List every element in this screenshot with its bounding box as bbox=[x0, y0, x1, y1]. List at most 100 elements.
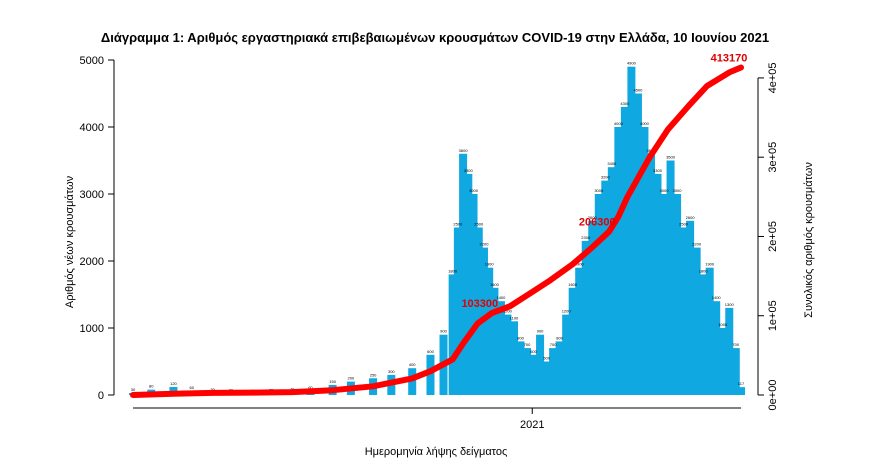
left-tick-label: 5000 bbox=[80, 55, 104, 67]
left-y-axis: 0 1000 2000 3000 4000 5000 bbox=[80, 55, 115, 402]
bar-value-label: 40 bbox=[290, 386, 295, 391]
bar bbox=[705, 267, 714, 395]
bar bbox=[485, 267, 494, 395]
bar-value-label: 800 bbox=[517, 335, 524, 340]
bar-value-label: 1600 bbox=[568, 282, 578, 287]
bar-value-label: 1200 bbox=[503, 309, 513, 314]
right-y-axis: 0e+00 1e+05 2e+05 3e+05 4e+05 bbox=[757, 62, 779, 411]
bar bbox=[620, 106, 629, 396]
cumulative-annotations: 103300 206300 413170 bbox=[461, 52, 747, 310]
bar bbox=[459, 153, 468, 395]
bar bbox=[640, 127, 649, 395]
bar bbox=[555, 341, 564, 395]
bar-value-label: 700 bbox=[524, 342, 531, 347]
cumulative-value-label: 206300 bbox=[579, 216, 616, 228]
bar bbox=[562, 314, 571, 395]
bar bbox=[469, 194, 478, 395]
bar bbox=[453, 227, 462, 395]
bar-value-label: 600 bbox=[530, 349, 537, 354]
bar-value-label: 200 bbox=[348, 376, 355, 381]
bar bbox=[666, 160, 675, 395]
bar-value-label: 500 bbox=[543, 356, 550, 361]
bar-value-label: 2500 bbox=[474, 222, 484, 227]
x-tick-label: 2021 bbox=[520, 419, 544, 431]
bar-value-label: 3500 bbox=[666, 155, 676, 160]
bar-value-label: 2200 bbox=[692, 242, 702, 247]
bar-value-label: 4900 bbox=[627, 61, 637, 66]
bar bbox=[646, 153, 655, 395]
bar-value-label: 2500 bbox=[679, 222, 689, 227]
bar-value-label: 1800 bbox=[448, 268, 458, 273]
bar-value-label: 60 bbox=[308, 385, 313, 390]
bar bbox=[464, 173, 473, 395]
bar-value-label: 2600 bbox=[686, 215, 696, 220]
bar-value-label: 600 bbox=[427, 349, 434, 354]
bar bbox=[536, 334, 545, 395]
bar-value-label: 3400 bbox=[607, 161, 617, 166]
bar bbox=[426, 354, 435, 395]
bar bbox=[509, 321, 518, 395]
bar-value-label: 1900 bbox=[575, 262, 585, 267]
bar bbox=[594, 194, 603, 395]
bar bbox=[568, 287, 577, 395]
x-axis: 2021 bbox=[133, 407, 741, 431]
y-axis-label-left: Αριθμός νέων κρουσμάτων bbox=[64, 175, 76, 308]
bar-value-label: 900 bbox=[537, 329, 544, 334]
bar-value-label: 3300 bbox=[464, 168, 474, 173]
bar-value-label: 120 bbox=[170, 381, 177, 386]
bar bbox=[673, 194, 682, 395]
bar-value-label: 1000 bbox=[718, 322, 728, 327]
bar bbox=[523, 348, 532, 395]
cumulative-line bbox=[130, 64, 744, 398]
bar-value-label: 3200 bbox=[601, 175, 611, 180]
bar-value-label: 1100 bbox=[510, 315, 519, 320]
bar bbox=[542, 361, 551, 395]
bar bbox=[529, 354, 538, 395]
bar bbox=[737, 387, 745, 395]
bar-value-label: 30 bbox=[210, 387, 215, 392]
bar-value-label: 3300 bbox=[653, 168, 663, 173]
x-axis-label: Ημερομηνία λήψης δείγματος bbox=[365, 446, 508, 458]
bar bbox=[549, 348, 558, 395]
bar-value-label: 250 bbox=[370, 372, 377, 377]
bar-value-label: 3000 bbox=[660, 188, 670, 193]
left-tick-label: 1000 bbox=[80, 323, 104, 335]
bar-value-label: 4300 bbox=[620, 101, 630, 106]
right-tick-label: 1e+05 bbox=[767, 300, 779, 331]
bar-value-label: 800 bbox=[556, 335, 563, 340]
left-tick-label: 2000 bbox=[80, 256, 104, 268]
bar bbox=[653, 173, 662, 395]
right-tick-label: 0e+00 bbox=[767, 380, 779, 411]
bar bbox=[490, 287, 499, 395]
bar bbox=[408, 368, 417, 395]
bar bbox=[712, 301, 721, 395]
bar-value-label: 400 bbox=[409, 362, 416, 367]
bar bbox=[699, 274, 708, 395]
bar bbox=[725, 307, 734, 395]
bar-value-label: 30 bbox=[131, 387, 136, 392]
bar-value-label: 1800 bbox=[699, 268, 709, 273]
bar bbox=[692, 247, 701, 395]
cumulative-value-label: 103300 bbox=[461, 298, 498, 310]
bar bbox=[588, 220, 597, 395]
right-tick-label: 3e+05 bbox=[767, 142, 779, 173]
bar bbox=[633, 93, 642, 395]
bar-value-label: 2500 bbox=[453, 222, 463, 227]
bar bbox=[575, 267, 584, 395]
bar-value-label: 2600 bbox=[588, 215, 598, 220]
bar-value-label: 1300 bbox=[725, 302, 735, 307]
cumulative-value-label: 413170 bbox=[711, 52, 748, 64]
right-tick-label: 4e+05 bbox=[767, 62, 779, 93]
bar-value-label: 700 bbox=[550, 342, 557, 347]
bar bbox=[679, 227, 688, 395]
bar bbox=[686, 220, 695, 395]
bar-value-label: 900 bbox=[440, 329, 447, 334]
bar-value-label: 4500 bbox=[633, 88, 643, 93]
bar bbox=[581, 240, 590, 395]
left-tick-label: 4000 bbox=[80, 122, 104, 134]
left-tick-label: 3000 bbox=[80, 189, 104, 201]
bar-value-label: 3000 bbox=[673, 188, 683, 193]
bar bbox=[474, 227, 483, 395]
bar-value-label: 2200 bbox=[480, 242, 490, 247]
